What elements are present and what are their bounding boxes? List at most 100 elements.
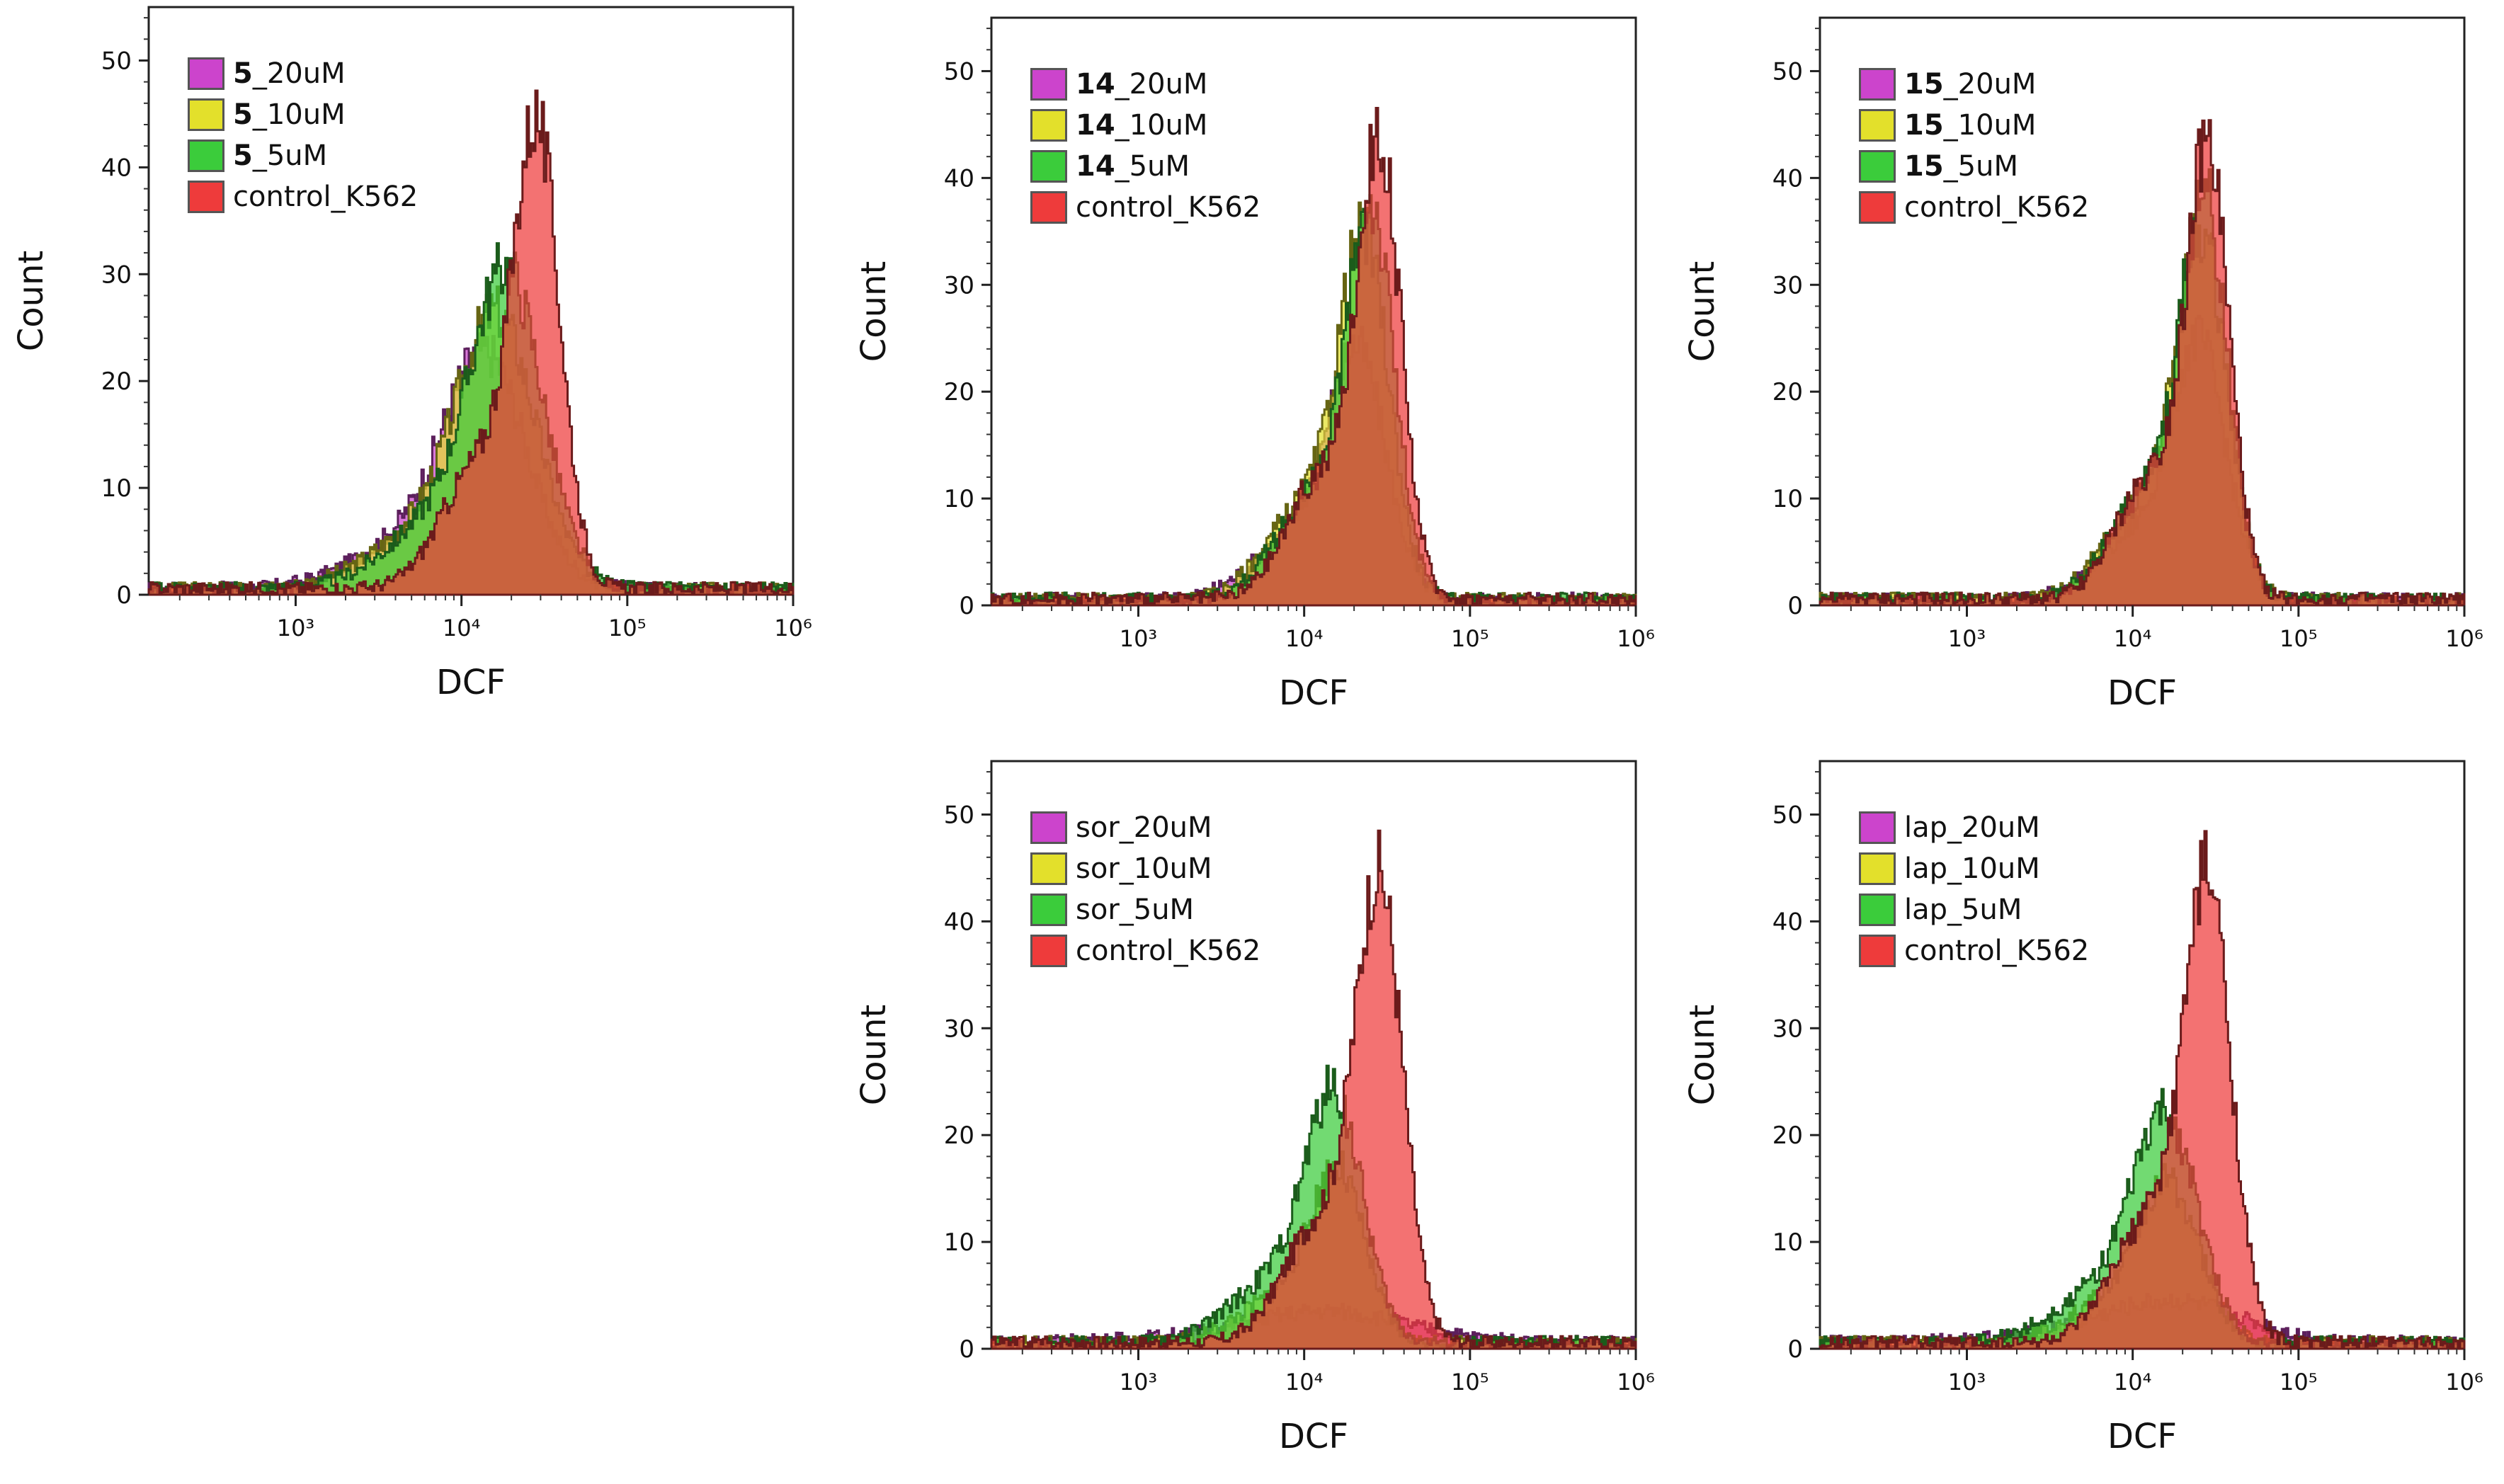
legend-label-text: lap_10uM bbox=[1904, 852, 2040, 885]
y-tick-label: 20 bbox=[1772, 378, 1803, 406]
legend-swatch bbox=[1030, 935, 1067, 967]
legend-label: lap_20uM bbox=[1904, 811, 2040, 844]
legend-swatch bbox=[188, 139, 224, 172]
legend-label: sor_20uM bbox=[1076, 811, 1212, 844]
y-tick-label: 0 bbox=[959, 592, 974, 620]
x-tick-label: 10⁶ bbox=[774, 615, 812, 641]
legend-label-bold: 5 bbox=[233, 57, 253, 90]
x-axis-title: DCF bbox=[1279, 1417, 1348, 1456]
legend-label-text: _5uM bbox=[1115, 150, 1190, 183]
y-tick-label: 20 bbox=[1772, 1121, 1803, 1150]
legend-label: sor_10uM bbox=[1076, 852, 1212, 885]
x-tick-label: 10³ bbox=[1948, 625, 1986, 652]
y-tick-label: 50 bbox=[1772, 57, 1803, 86]
legend-label-bold: 14 bbox=[1076, 109, 1115, 142]
legend-label-bold: 14 bbox=[1076, 150, 1115, 183]
legend-label: control_K562 bbox=[1904, 191, 2089, 224]
legend-label: control_K562 bbox=[233, 181, 418, 213]
histogram-control_K562 bbox=[1819, 830, 2466, 1350]
histogram-panel-sor: 0 10 20 30 40 50 10³ 10⁴ 10⁵ 10⁶ DCF Count sor_20uM s… bbox=[843, 754, 1714, 1469]
x-tick-label: 10⁴ bbox=[443, 615, 481, 641]
legend-swatch bbox=[1859, 811, 1896, 844]
legend-item: control_K562 bbox=[1030, 187, 1260, 228]
legend-swatch bbox=[188, 98, 224, 131]
legend-label: 5_5uM bbox=[233, 139, 327, 172]
legend-label-text: _10uM bbox=[252, 98, 346, 131]
legend-item: 5_10uM bbox=[188, 94, 418, 135]
y-tick-label: 40 bbox=[1772, 164, 1803, 193]
legend-item: sor_5uM bbox=[1030, 889, 1260, 930]
y-tick-label: 30 bbox=[1772, 1015, 1803, 1043]
legend: lap_20uM lap_10uM lap_5uM control_K562 bbox=[1859, 807, 2089, 971]
y-tick-label: 20 bbox=[944, 378, 974, 406]
legend-label: control_K562 bbox=[1904, 935, 2089, 967]
legend-item: control_K562 bbox=[1030, 930, 1260, 971]
y-tick-label: 30 bbox=[944, 271, 974, 299]
legend-swatch bbox=[1030, 68, 1067, 101]
y-tick-label: 40 bbox=[1772, 908, 1803, 936]
x-axis-title: DCF bbox=[2107, 673, 2177, 713]
legend-item: 15_5uM bbox=[1859, 146, 2089, 187]
legend-swatch bbox=[1030, 109, 1067, 142]
legend-label-bold: 15 bbox=[1904, 68, 1944, 101]
legend-swatch bbox=[1030, 150, 1067, 183]
x-axis-title: DCF bbox=[436, 663, 506, 702]
legend-label-text: _5uM bbox=[252, 139, 328, 172]
y-tick-label: 0 bbox=[959, 1335, 974, 1364]
y-tick-label: 20 bbox=[944, 1121, 974, 1150]
legend: 5_20uM 5_10uM 5_5uM control_K562 bbox=[188, 53, 418, 217]
legend-item: sor_20uM bbox=[1030, 807, 1260, 848]
legend-swatch bbox=[1859, 852, 1896, 885]
x-tick-label: 10³ bbox=[1120, 1369, 1158, 1395]
legend-label-text: sor_5uM bbox=[1076, 894, 1195, 926]
y-tick-label: 10 bbox=[944, 485, 974, 513]
y-tick-label: 40 bbox=[101, 154, 132, 182]
legend-swatch bbox=[1859, 150, 1896, 183]
x-tick-label: 10³ bbox=[1948, 1369, 1986, 1395]
legend-swatch bbox=[1859, 894, 1896, 926]
x-tick-label: 10⁴ bbox=[2114, 625, 2152, 652]
legend-label-bold: 5 bbox=[233, 98, 253, 131]
histogram-panel-lap: 0 10 20 30 40 50 10³ 10⁴ 10⁵ 10⁶ DCF Count lap_20uM l… bbox=[1671, 754, 2504, 1469]
x-tick-label: 10³ bbox=[277, 615, 315, 641]
chart-svg: 0 10 20 30 40 50 10³ 10⁴ 10⁵ 10⁶ DCF Count bbox=[854, 760, 1655, 1456]
y-tick-label: 30 bbox=[101, 261, 132, 289]
chart-svg: 0 10 20 30 40 50 10³ 10⁴ 10⁵ 10⁶ DCF Count bbox=[11, 6, 812, 702]
legend-label-text: lap_20uM bbox=[1904, 811, 2040, 844]
x-tick-label: 10⁵ bbox=[1451, 1369, 1489, 1395]
x-tick-label: 10⁵ bbox=[1451, 625, 1489, 652]
y-axis-title: Count bbox=[1683, 261, 1722, 363]
y-tick-label: 0 bbox=[1787, 592, 1803, 620]
legend-label-text: control_K562 bbox=[1076, 935, 1261, 967]
histogram-control_K562 bbox=[990, 107, 1637, 607]
legend: sor_20uM sor_10uM sor_5uM control_K562 bbox=[1030, 807, 1260, 971]
legend-label-text: sor_10uM bbox=[1076, 852, 1212, 885]
legend-label: sor_5uM bbox=[1076, 894, 1194, 926]
histogram-control_K562 bbox=[990, 829, 1637, 1350]
legend-label: 15_5uM bbox=[1904, 150, 2018, 183]
legend-item: 5_5uM bbox=[188, 135, 418, 176]
legend-label-text: control_K562 bbox=[233, 181, 419, 213]
y-tick-label: 50 bbox=[1772, 801, 1803, 829]
chart-svg: 0 10 20 30 40 50 10³ 10⁴ 10⁵ 10⁶ DCF Count bbox=[1683, 16, 2483, 713]
legend-label-text: control_K562 bbox=[1076, 191, 1261, 224]
legend-swatch bbox=[1859, 191, 1896, 224]
x-tick-label: 10⁵ bbox=[608, 615, 647, 641]
legend-swatch bbox=[1030, 811, 1067, 844]
legend-item: control_K562 bbox=[1859, 930, 2089, 971]
histogram-panel-5: 0 10 20 30 40 50 10³ 10⁴ 10⁵ 10⁶ DCF Count 5_20uM 5_1… bbox=[0, 0, 871, 715]
legend-item: 14_10uM bbox=[1030, 105, 1260, 146]
y-tick-label: 30 bbox=[1772, 271, 1803, 299]
legend-label: 14_10uM bbox=[1076, 109, 1207, 142]
legend-label: lap_10uM bbox=[1904, 852, 2040, 885]
y-axis-title: Count bbox=[854, 261, 894, 363]
x-tick-label: 10³ bbox=[1120, 625, 1158, 652]
y-tick-label: 0 bbox=[1787, 1335, 1803, 1364]
legend-swatch bbox=[1859, 935, 1896, 967]
legend-swatch bbox=[1030, 191, 1067, 224]
legend-label-text: _10uM bbox=[1943, 109, 2037, 142]
x-tick-label: 10⁶ bbox=[1617, 1369, 1655, 1395]
legend-swatch bbox=[188, 57, 224, 90]
legend-label: 15_10uM bbox=[1904, 109, 2036, 142]
